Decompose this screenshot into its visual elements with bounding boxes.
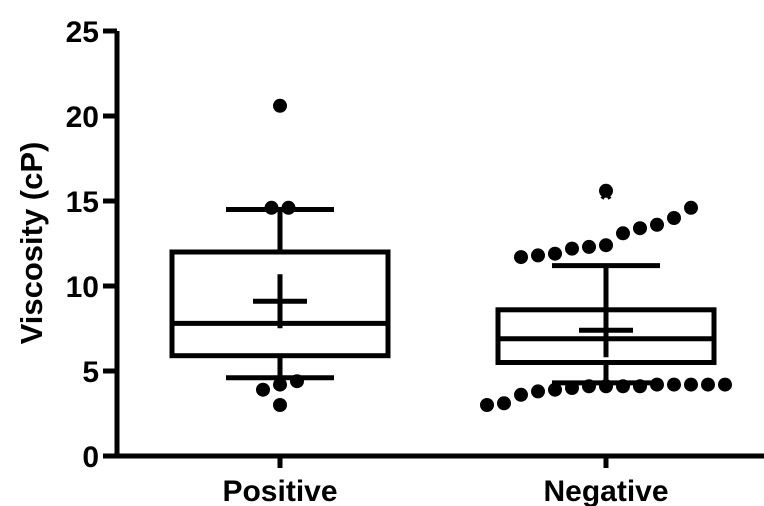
y-tick-label: 10: [66, 271, 99, 304]
y-axis-label: Viscosity (cP): [14, 142, 49, 345]
outlier-point: [256, 382, 270, 397]
outlier-point: [290, 374, 304, 389]
y-tick-label: 15: [66, 186, 99, 219]
outlier-point: [531, 384, 545, 399]
outlier-point: [273, 398, 287, 412]
outlier-point: [281, 200, 296, 215]
outlier-point: [565, 381, 579, 395]
outlier-point: [667, 211, 681, 225]
outlier-point: [684, 377, 698, 392]
outlier-point: [531, 248, 545, 263]
outlier-point: [497, 396, 511, 411]
outlier-point: [633, 379, 647, 394]
outlier-point: [273, 377, 287, 392]
outlier-point: [718, 377, 732, 392]
outlier-point: [264, 200, 279, 215]
outlier-point: [548, 246, 562, 261]
x-tick-label: Negative: [543, 475, 668, 506]
y-tick-label: 20: [66, 101, 99, 134]
outlier-point: [582, 239, 596, 254]
outlier-point: [273, 98, 287, 113]
outlier-point: [650, 377, 664, 392]
y-tick-label: 25: [66, 16, 99, 49]
outlier-point: [633, 221, 647, 236]
outlier-point: [599, 238, 613, 253]
outlier-point: [514, 387, 528, 402]
outlier-point: [667, 377, 681, 392]
outlier-point: [582, 379, 596, 394]
outlier-point: [548, 382, 562, 397]
outlier-point: [565, 241, 579, 256]
y-tick-label: 0: [82, 441, 99, 474]
outlier-point: [616, 379, 630, 394]
outlier-point: [599, 183, 613, 198]
x-tick-label: Positive: [222, 475, 337, 506]
outlier-point: [684, 200, 698, 215]
outlier-point: [514, 250, 528, 265]
significance-annotation: *: [599, 181, 613, 219]
outlier-point: [650, 217, 664, 232]
y-tick-label: 5: [82, 356, 99, 389]
outlier-point: [701, 377, 715, 392]
outlier-point: [599, 379, 613, 394]
outlier-point: [480, 398, 494, 412]
outlier-point: [616, 226, 630, 241]
